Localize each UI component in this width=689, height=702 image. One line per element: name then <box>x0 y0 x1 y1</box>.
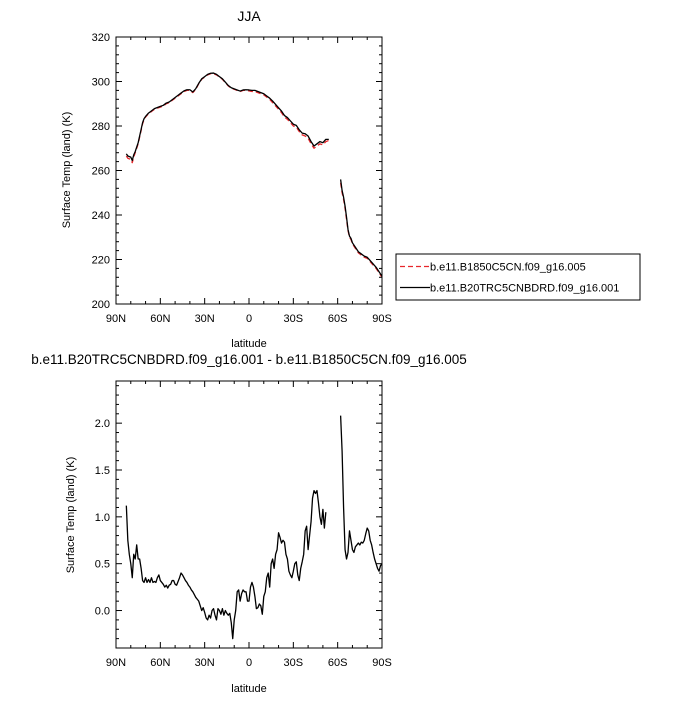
y-tick-label: 280 <box>92 121 110 133</box>
x-tick-label: 30S <box>284 313 304 325</box>
top-x-axis-label: latitude <box>231 338 266 350</box>
y-tick-label: 2.0 <box>95 418 110 430</box>
series-line-0 <box>339 182 383 278</box>
x-tick-label: 90S <box>372 313 392 325</box>
bottom-chart-title: b.e11.B20TRC5CNBDRD.f09_g16.001 - b.e11.… <box>31 352 467 367</box>
series-line-1 <box>125 72 329 162</box>
y-tick-label: 200 <box>92 299 110 311</box>
legend-label-b1850: b.e11.B1850C5CN.f09_g16.005 <box>430 262 586 274</box>
x-tick-label: 30N <box>195 313 215 325</box>
y-tick-label: 220 <box>92 255 110 267</box>
x-tick-label: 30N <box>195 657 215 669</box>
series-line-0 <box>339 415 383 572</box>
x-tick-label: 90N <box>106 313 126 325</box>
x-tick-label: 0 <box>246 313 252 325</box>
top-chart-title: JJA <box>237 8 261 24</box>
x-tick-label: 90S <box>372 657 392 669</box>
series-line-0 <box>125 489 327 640</box>
bottom-x-axis-label: latitude <box>231 683 266 695</box>
y-tick-label: 0.0 <box>95 606 110 618</box>
top-y-axis-label: Surface Temp (land) (K) <box>61 112 73 229</box>
x-tick-label: 30S <box>284 657 304 669</box>
x-tick-label: 0 <box>246 657 252 669</box>
legend: b.e11.B1850C5CN.f09_g16.005 b.e11.B20TRC… <box>395 253 641 301</box>
y-tick-label: 240 <box>92 210 110 222</box>
top-plot-frame <box>115 36 383 305</box>
bottom-panel: b.e11.B20TRC5CNBDRD.f09_g16.001 - b.e11.… <box>31 352 467 695</box>
y-tick-label: 260 <box>92 166 110 178</box>
series-line-0 <box>125 73 330 164</box>
x-tick-label: 60S <box>328 313 348 325</box>
series-line-1 <box>339 179 383 277</box>
x-tick-label: 60S <box>328 657 348 669</box>
bottom-plot-frame <box>115 380 383 649</box>
bottom-y-axis-label: Surface Temp (land) (K) <box>65 457 77 574</box>
x-tick-label: 60N <box>150 657 170 669</box>
y-tick-label: 300 <box>92 77 110 89</box>
legend-box <box>395 253 641 301</box>
y-tick-label: 1.0 <box>95 512 110 524</box>
legend-label-b20trc: b.e11.B20TRC5CNBDRD.f09_g16.001 <box>430 283 619 295</box>
x-tick-label: 60N <box>150 313 170 325</box>
top-panel: JJA 90N 60N 30N 0 30S 60S 90S 200 220 240 260 280 30… <box>61 8 392 350</box>
y-tick-label: 1.5 <box>95 465 110 477</box>
x-tick-label: 90N <box>106 657 126 669</box>
y-tick-label: 320 <box>92 32 110 44</box>
y-tick-label: 0.5 <box>95 559 110 571</box>
